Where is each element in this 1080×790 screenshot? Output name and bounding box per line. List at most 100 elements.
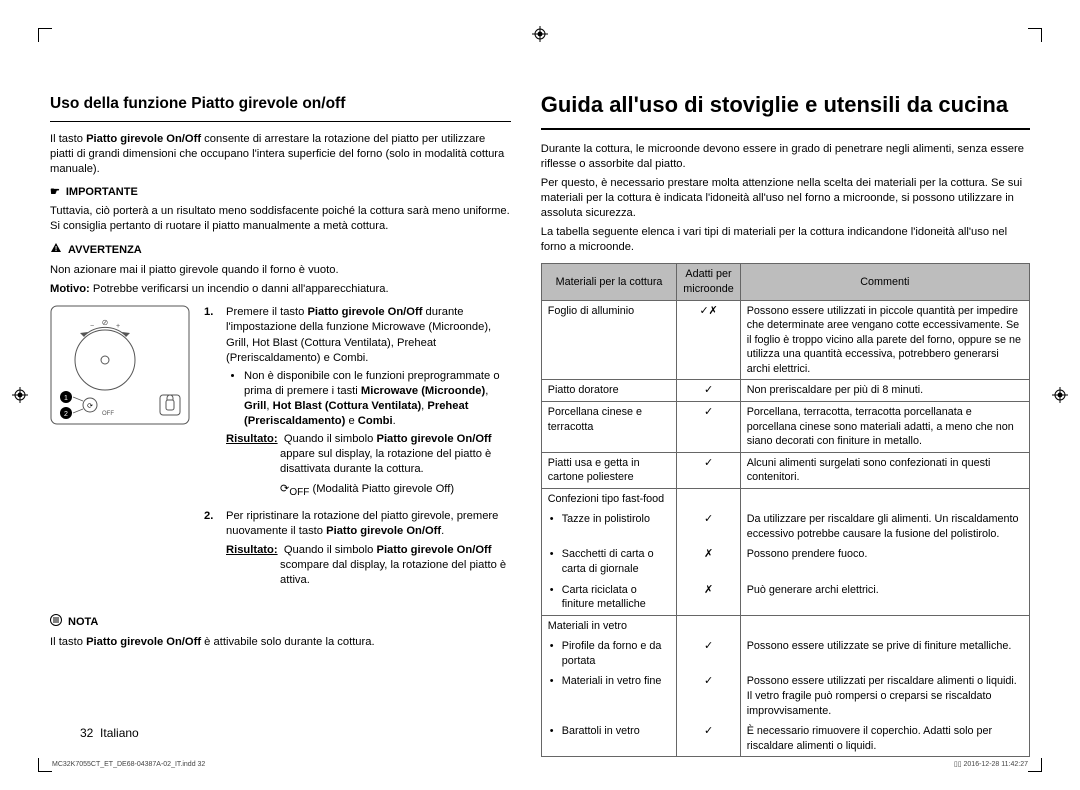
para-1: Durante la cottura, le microonde devono …	[541, 142, 1030, 172]
avvertenza-label: AVVERTENZA	[68, 243, 142, 258]
table-row: Porcellana cinese e terracotta✓Porcellan…	[541, 401, 1029, 452]
cell-comment: Porcellana, terracotta, terracotta porce…	[740, 401, 1029, 452]
page-number: 32	[80, 726, 93, 740]
step-2: 2. Per ripristinare la rotazione del pia…	[204, 509, 511, 588]
table-row: Materiali in vetro fine✓Possono essere u…	[541, 671, 1029, 721]
th-material: Materiali per la cottura	[541, 264, 677, 300]
two-column-layout: Uso della funzione Piatto girevole on/of…	[50, 90, 1030, 757]
manual-page: Uso della funzione Piatto girevole on/of…	[0, 0, 1080, 790]
cell-comment	[740, 488, 1029, 509]
cell-material: Tazze in polistirolo	[541, 509, 677, 544]
importante-label: IMPORTANTE	[66, 185, 138, 200]
cell-material: Pirofile da forno e da portata	[541, 636, 677, 671]
page-footer: 32 Italiano	[80, 726, 139, 740]
book-icon: ▯▯	[954, 761, 962, 768]
table-row: Pirofile da forno e da portata✓Possono e…	[541, 636, 1029, 671]
para-2: Per questo, è necessario prestare molta …	[541, 176, 1030, 221]
avvertenza-line1: Non azionare mai il piatto girevole quan…	[50, 263, 511, 278]
nota-text: Il tasto Piatto girevole On/Off è attiva…	[50, 635, 511, 650]
nota-label: NOTA	[68, 615, 98, 630]
svg-text:OFF: OFF	[102, 411, 114, 417]
svg-text:⟳: ⟳	[87, 403, 93, 410]
table-row: Barattoli in vetro✓È necessario rimuover…	[541, 721, 1029, 757]
cell-comment: Possono essere utilizzati per riscaldare…	[740, 671, 1029, 721]
note-icon	[50, 614, 62, 631]
table-row: Materiali in vetro	[541, 615, 1029, 636]
control-dial-diagram: ⊘ − + 1 2 ⟳ OFF	[50, 305, 190, 595]
cell-material: Sacchetti di carta o carta di giornale	[541, 544, 677, 579]
section-heading: Uso della funzione Piatto girevole on/of…	[50, 94, 511, 122]
crop-mark	[1028, 758, 1042, 772]
cell-suitable: ✗	[677, 544, 740, 579]
hand-icon: ☛	[50, 185, 60, 200]
right-column: Guida all'uso di stoviglie e utensili da…	[541, 90, 1030, 757]
svg-text:⊘: ⊘	[102, 318, 109, 327]
table-row: Confezioni tipo fast-food	[541, 488, 1029, 509]
cell-suitable	[677, 488, 740, 509]
warning-icon: !	[50, 242, 62, 259]
cell-suitable: ✓	[677, 380, 740, 402]
importante-callout: ☛ IMPORTANTE	[50, 185, 511, 200]
cell-suitable: ✗	[677, 580, 740, 616]
avvertenza-line2: Motivo: Potrebbe verificarsi un incendio…	[50, 282, 511, 297]
crop-mark	[38, 28, 52, 42]
left-column: Uso della funzione Piatto girevole on/of…	[50, 90, 511, 757]
intro-text: Il tasto Piatto girevole On/Off consente…	[50, 132, 511, 177]
cell-comment: Può generare archi elettrici.	[740, 580, 1029, 616]
table-row: Tazze in polistirolo✓Da utilizzare per r…	[541, 509, 1029, 544]
cell-material: Carta riciclata o finiture metalliche	[541, 580, 677, 616]
cell-suitable: ✓	[677, 721, 740, 757]
importante-text: Tuttavia, ciò porterà a un risultato men…	[50, 204, 511, 234]
registration-mark	[1052, 387, 1068, 403]
steps-list: 1. Premere il tasto Piatto girevole On/O…	[204, 305, 511, 595]
risultato-2: Risultato: Quando il simbolo Piatto gire…	[226, 543, 511, 588]
cell-comment: Possono essere utilizzate se prive di fi…	[740, 636, 1029, 671]
th-suitable: Adatti per microonde	[677, 264, 740, 300]
cell-comment: Possono prendere fuoco.	[740, 544, 1029, 579]
indd-filename: MC32K7055CT_ET_DE68-04387A-02_IT.indd 32	[52, 761, 205, 768]
page-lang: Italiano	[100, 726, 139, 740]
cell-material: Foglio di alluminio	[541, 300, 677, 380]
cell-material: Materiali in vetro	[541, 615, 677, 636]
nota-callout: NOTA	[50, 614, 511, 631]
para-3: La tabella seguente elenca i vari tipi d…	[541, 225, 1030, 255]
cell-comment	[740, 615, 1029, 636]
avvertenza-callout: ! AVVERTENZA	[50, 242, 511, 259]
materials-table: Materiali per la cottura Adatti per micr…	[541, 263, 1030, 757]
svg-text:1: 1	[64, 395, 68, 402]
svg-text:2: 2	[64, 411, 68, 418]
table-row: Piatto doratore✓Non preriscaldare per pi…	[541, 380, 1029, 402]
step1-bullet: Non è disponibile con le funzioni prepro…	[244, 369, 511, 429]
cell-comment: Possono essere utilizzati in piccole qua…	[740, 300, 1029, 380]
svg-text:!: !	[55, 246, 57, 253]
cell-comment: Da utilizzare per riscaldare gli aliment…	[740, 509, 1029, 544]
cell-comment: Non preriscaldare per più di 8 minuti.	[740, 380, 1029, 402]
registration-mark	[532, 26, 548, 42]
crop-mark	[1028, 28, 1042, 42]
cell-material: Materiali in vetro fine	[541, 671, 677, 721]
table-row: Sacchetti di carta o carta di giornale✗P…	[541, 544, 1029, 579]
cell-suitable: ✓	[677, 452, 740, 488]
indd-timestamp: ▯▯ 2016-12-28 11:42:27	[954, 760, 1028, 768]
cell-suitable	[677, 615, 740, 636]
chapter-heading: Guida all'uso di stoviglie e utensili da…	[541, 90, 1030, 130]
th-comments: Commenti	[740, 264, 1029, 300]
registration-mark	[12, 387, 28, 403]
table-row: Carta riciclata o finiture metalliche✗Pu…	[541, 580, 1029, 616]
table-row: Foglio di alluminio✓✗Possono essere util…	[541, 300, 1029, 380]
cell-suitable: ✓	[677, 671, 740, 721]
mode-off-indicator: ⟳OFF (Modalità Piatto girevole Off)	[226, 482, 511, 500]
cell-suitable: ✓	[677, 509, 740, 544]
table-header-row: Materiali per la cottura Adatti per micr…	[541, 264, 1029, 300]
steps-block: ⊘ − + 1 2 ⟳ OFF	[50, 305, 511, 595]
cell-suitable: ✓	[677, 401, 740, 452]
step-1: 1. Premere il tasto Piatto girevole On/O…	[204, 305, 511, 499]
cell-material: Porcellana cinese e terracotta	[541, 401, 677, 452]
crop-mark	[38, 758, 52, 772]
svg-text:+: +	[116, 323, 120, 330]
cell-suitable: ✓	[677, 636, 740, 671]
svg-text:−: −	[90, 323, 94, 330]
turntable-off-icon: ⟳OFF	[280, 483, 309, 495]
cell-suitable: ✓✗	[677, 300, 740, 380]
cell-material: Piatto doratore	[541, 380, 677, 402]
